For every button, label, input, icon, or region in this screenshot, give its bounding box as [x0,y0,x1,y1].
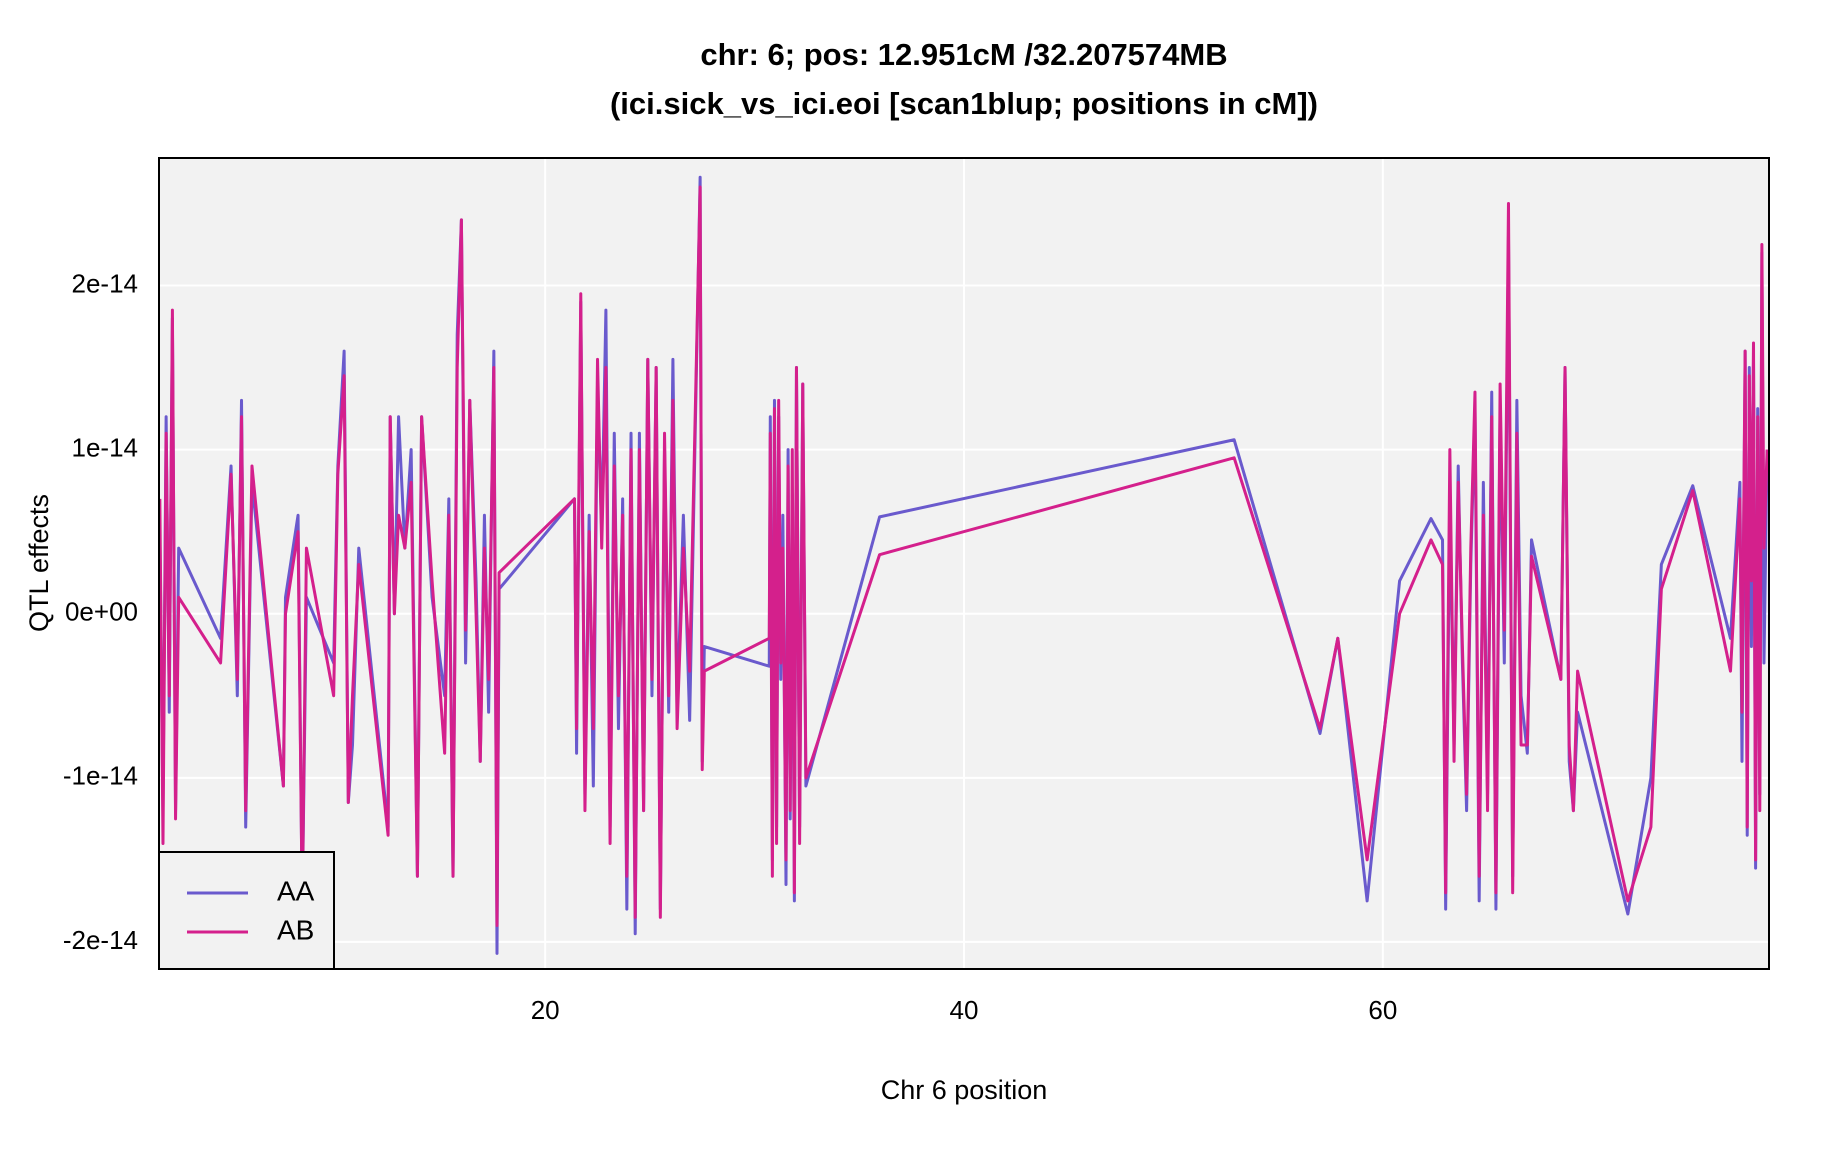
y-tick-label: -2e-14 [63,925,138,955]
x-tick-label: 20 [531,995,560,1025]
axes: 20 40 60 -2e-14 -1e-14 0e+00 1e-14 2e-14 [63,268,1397,1024]
chart-subtitle: (ici.sick_vs_ici.eoi [scan1blup; positio… [610,86,1318,121]
y-tick-label: 1e-14 [72,432,139,462]
lines [159,175,1769,955]
legend-box [158,851,335,970]
legend: AA AB [158,851,335,970]
y-tick-label: 2e-14 [72,268,139,298]
legend-label: AB [277,914,314,945]
series-line [159,185,1769,928]
y-axis-label: QTL effects [24,494,54,632]
x-tick-label: 60 [1368,995,1397,1025]
legend-label: AA [277,875,315,906]
x-tick-label: 40 [950,995,979,1025]
y-tick-label: -1e-14 [63,761,138,791]
y-tick-label: 0e+00 [65,597,138,627]
plot-border [158,157,1770,970]
chart-title: chr: 6; pos: 12.951cM /32.207574MB [700,37,1227,72]
x-axis-label: Chr 6 position [881,1075,1048,1105]
